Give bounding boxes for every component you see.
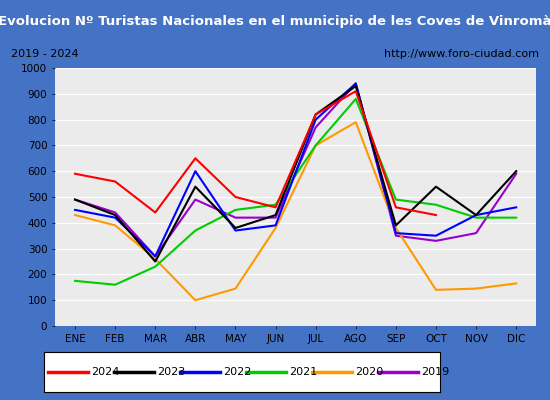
Text: Evolucion Nº Turistas Nacionales en el municipio de les Coves de Vinromà: Evolucion Nº Turistas Nacionales en el m… bbox=[0, 14, 550, 28]
Text: 2021: 2021 bbox=[289, 367, 318, 377]
Text: 2022: 2022 bbox=[223, 367, 252, 377]
Text: 2024: 2024 bbox=[91, 367, 120, 377]
Text: 2019: 2019 bbox=[421, 367, 450, 377]
Text: 2020: 2020 bbox=[355, 367, 384, 377]
Text: 2023: 2023 bbox=[157, 367, 186, 377]
Text: 2019 - 2024: 2019 - 2024 bbox=[11, 49, 79, 59]
Text: http://www.foro-ciudad.com: http://www.foro-ciudad.com bbox=[384, 49, 539, 59]
